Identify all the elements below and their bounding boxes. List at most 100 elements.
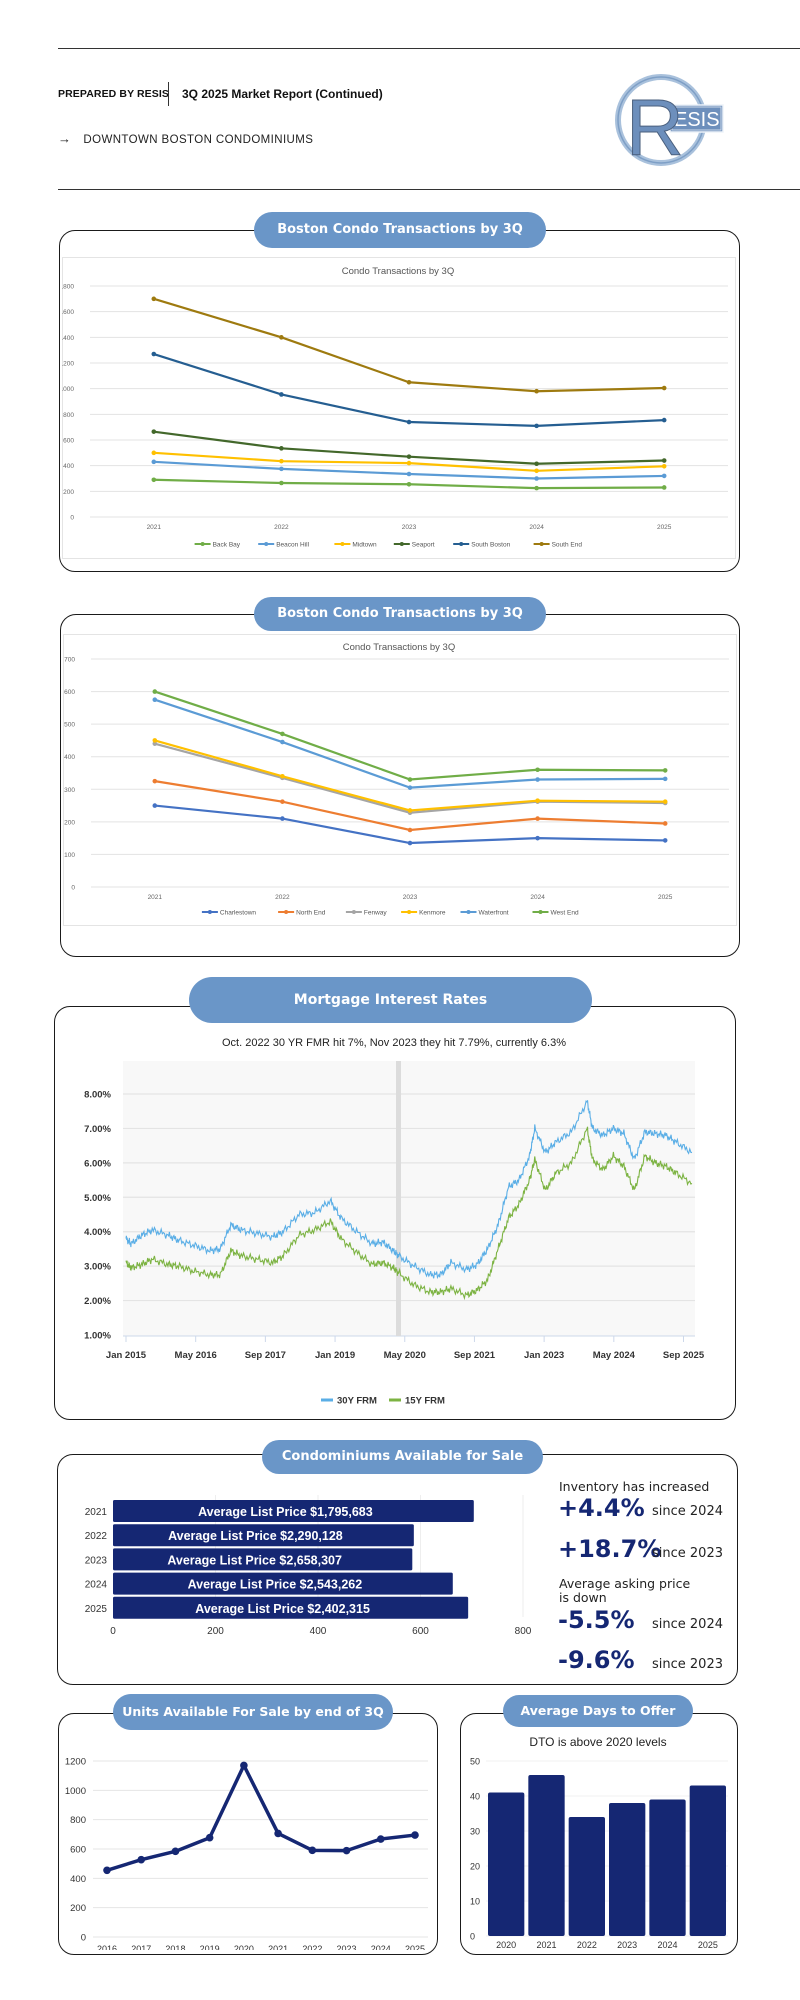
transactions-2-chart: Condo Transactions by 3Q 0 100 200 300 400 500… (64, 642, 729, 917)
y-tick-label: 50 (470, 1757, 480, 1767)
y-tick-label: 200 (63, 489, 74, 496)
x-tick-label: May 2020 (384, 1350, 426, 1361)
y-tick-label: 1000 (65, 1786, 86, 1797)
data-point (280, 731, 285, 737)
y-tick-label: 0 (470, 1932, 475, 1942)
data-point (406, 460, 412, 466)
y-tick-label: 3.00% (84, 1262, 111, 1273)
series-line-west-end (154, 690, 666, 781)
logo-text: ESIS (674, 109, 720, 131)
transactions-1-title: Boston Condo Transactions by 3Q (254, 212, 546, 248)
y-tick-label: 2021 (85, 1507, 108, 1518)
plot-background (123, 1061, 695, 1336)
legend-label: Back Bay (213, 542, 241, 549)
data-point (151, 296, 157, 302)
data-point (407, 777, 413, 782)
y-tick-label: 5.00% (84, 1193, 111, 1204)
dto-chart: DTO is above 2020 levels 0 10 20 30 40 50 2020 2… (470, 1735, 728, 1949)
x-tick-label: 2021 (147, 524, 162, 531)
data-point (137, 1855, 146, 1864)
top-rule (58, 48, 800, 49)
bar (488, 1792, 525, 1936)
x-tick-label: 2025 (698, 1940, 718, 1949)
mortgage-chart: Oct. 2022 30 YR FMR hit 7%, Nov 2023 the… (84, 1037, 705, 1407)
data-point (662, 768, 668, 773)
data-point (280, 816, 285, 821)
x-tick-label: 2024 (530, 894, 545, 901)
price-2024-value: -5.5% (558, 1606, 635, 1634)
mortgage-title: Mortgage Interest Rates (189, 977, 592, 1023)
data-point (534, 388, 539, 394)
legend-label: Waterfront (479, 910, 509, 917)
y-tick-label: 800 (70, 1815, 86, 1826)
y-tick-label: 1.00% (84, 1331, 111, 1342)
data-point (406, 471, 412, 477)
transactions-2-title: Boston Condo Transactions by 3Q (254, 597, 546, 631)
dto-title: Average Days to Offer (503, 1695, 693, 1727)
x-tick-label: 2025 (657, 524, 672, 531)
legend-marker (207, 910, 212, 914)
legend-marker (407, 910, 412, 914)
chart-title: Condo Transactions by 3Q (343, 642, 455, 653)
y-tick-label: 2024 (85, 1580, 108, 1591)
dto-subtitle: DTO is above 2020 levels (529, 1735, 666, 1749)
data-point (151, 351, 157, 357)
data-point (662, 821, 668, 826)
x-tick-label: 2022 (577, 1940, 597, 1949)
legend-marker (459, 542, 464, 546)
series-line-15y-frm (125, 1126, 693, 1301)
series-line-30y-frm (125, 1100, 693, 1280)
y-tick-label: 200 (70, 1903, 86, 1914)
data-point (274, 1829, 282, 1838)
legend-label: Fenway (364, 910, 388, 917)
data-point (534, 461, 539, 467)
y-tick-label: 400 (64, 754, 75, 761)
data-point (152, 778, 158, 784)
data-point (152, 738, 158, 743)
data-point (661, 417, 667, 423)
legend-marker (538, 910, 543, 914)
units-chart: 0 200 400 600 800 1000 1200 2016 2017 2018 2019 202… (65, 1757, 428, 1950)
x-tick-label: Jan 2023 (524, 1350, 564, 1361)
data-point (535, 777, 540, 782)
data-point (534, 468, 539, 474)
price-2023-label: since 2023 (652, 1657, 723, 1672)
data-point (407, 808, 413, 813)
data-point (279, 335, 284, 340)
x-tick-label: 2021 (148, 894, 163, 901)
data-point (407, 827, 413, 833)
subtitle-line: → DOWNTOWN BOSTON CONDOMINIUMS (58, 131, 313, 146)
legend-marker (264, 542, 269, 546)
x-tick-label: 600 (412, 1626, 429, 1637)
data-point (535, 798, 540, 803)
resis-logo: ESIS R (615, 74, 724, 172)
y-tick-label: 2025 (85, 1604, 108, 1615)
bar (689, 1785, 726, 1936)
list-price-chart: 0 200 400 600 800 2021 Average List Price $1,7… (85, 1495, 532, 1637)
logo-letter: R (626, 83, 684, 172)
price-label-line1: Average asking price (559, 1576, 691, 1591)
data-point (376, 1835, 385, 1843)
legend-label: Charlestown (220, 910, 257, 917)
y-tick-label: 1200 (65, 1757, 86, 1768)
x-tick-label: 2024 (529, 524, 544, 531)
data-point (152, 697, 158, 703)
data-point (240, 1761, 248, 1770)
y-tick-label: 0 (81, 1933, 86, 1944)
x-tick-label: 2022 (275, 894, 290, 901)
legend-label: West End (551, 910, 579, 917)
data-point (308, 1846, 317, 1855)
units-line (106, 1763, 416, 1872)
header-divider (168, 82, 169, 106)
legend-label: Beacon Hill (276, 542, 309, 549)
data-point (535, 816, 540, 821)
price-2024-label: since 2024 (652, 1617, 723, 1632)
x-tick-label: 2023 (337, 1944, 357, 1950)
x-tick-label: 400 (310, 1626, 327, 1637)
y-tick-label: 20 (470, 1862, 480, 1872)
x-tick-label: 2020 (234, 1944, 254, 1950)
y-tick-label: 7.00% (84, 1124, 111, 1135)
x-tick-label: 2019 (200, 1944, 220, 1950)
y-tick-label: 4.00% (84, 1227, 111, 1238)
legend-label: Seaport (412, 542, 435, 549)
